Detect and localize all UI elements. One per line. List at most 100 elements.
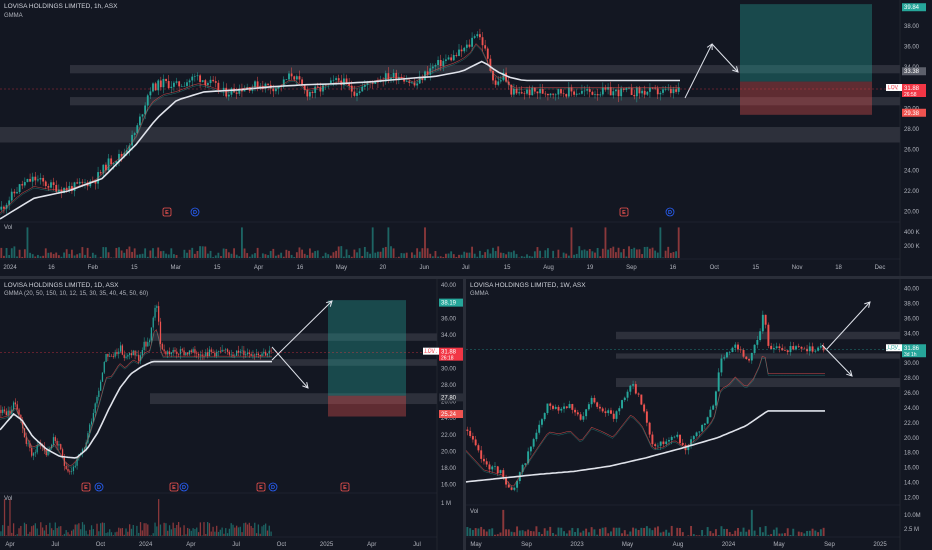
candle-body <box>679 434 681 443</box>
candle-body <box>61 449 64 458</box>
volume-bar <box>311 252 314 258</box>
pane-divider-vertical[interactable] <box>463 279 466 550</box>
candle-body <box>144 105 147 115</box>
volume-bar <box>101 522 104 536</box>
time-tick-label: May <box>336 265 347 271</box>
volume-bar <box>756 535 759 536</box>
candle-body <box>554 406 557 409</box>
volume-bar <box>13 246 16 258</box>
candle-body <box>670 436 673 441</box>
candle-body <box>139 355 142 361</box>
volume-bar <box>118 247 120 258</box>
volume-bar <box>232 524 234 536</box>
candle-body <box>535 432 538 440</box>
volume-bar <box>628 246 630 258</box>
volume-bar <box>57 255 60 258</box>
volume-bar <box>596 534 599 536</box>
volume-bar <box>52 530 55 536</box>
candle-body <box>421 76 424 81</box>
candle-body <box>180 85 183 87</box>
candle-body <box>230 354 232 356</box>
candle-body <box>578 93 581 95</box>
volume-bar <box>651 247 654 258</box>
volume-bar <box>554 534 557 536</box>
volume-bar <box>552 250 555 258</box>
volume-bar <box>86 247 89 258</box>
candle-body <box>413 82 416 86</box>
volume-bar <box>36 528 38 536</box>
volume-bar <box>324 252 327 258</box>
candle-body <box>473 36 476 38</box>
candle-body <box>494 466 496 467</box>
volume-bar <box>41 527 44 536</box>
volume-bar <box>687 535 690 536</box>
volume-bar <box>505 529 508 536</box>
volume-bar <box>599 256 602 258</box>
weekly-chart-pane[interactable]: LOVISA HOLDINGS LIMITED, 1W, ASX GMMA Vo… <box>465 279 926 550</box>
volume-bar <box>168 525 171 536</box>
candle-body <box>204 80 207 85</box>
volume-bar <box>612 246 615 258</box>
candle-body <box>49 448 51 451</box>
volume-bar <box>314 251 317 258</box>
candle-body <box>665 441 668 445</box>
price-tick-label: 18.00 <box>904 451 920 457</box>
volume-bar <box>210 531 212 536</box>
candle-body <box>562 93 565 95</box>
pane-divider[interactable] <box>0 276 932 279</box>
volume-bar <box>340 246 343 258</box>
hourly-chart-pane[interactable]: E D E D LOVISA HOLDINGS LIMITED, 1h, ASX GM… <box>0 0 926 276</box>
volume-bar <box>217 252 220 258</box>
earnings-badge <box>162 207 172 217</box>
support-resistance-zone <box>150 333 437 341</box>
volume-bar <box>120 250 123 258</box>
candle-body <box>246 352 249 355</box>
candle-body <box>161 343 163 350</box>
volume-bar <box>695 535 698 536</box>
gmma-short-line <box>465 356 825 486</box>
weekly-time-axis[interactable]: May Sep 2023 May Aug 2024 May Sep 2025 <box>470 542 887 548</box>
candle-body <box>199 354 202 356</box>
weekly-price-axis[interactable]: 12.00 14.00 16.00 18.00 20.00 22.00 24.00 26.00… <box>904 286 920 501</box>
volume-bar <box>562 252 565 258</box>
volume-bar <box>183 525 185 536</box>
volume-bar <box>149 250 152 258</box>
volume-bar <box>447 253 450 258</box>
volume-bar <box>817 532 820 536</box>
price-tick-label: 40.00 <box>904 286 920 292</box>
candle-body <box>21 184 24 186</box>
volume-bar <box>648 528 651 536</box>
candle-body <box>442 60 445 67</box>
gmma-long-line <box>465 410 825 483</box>
candle-body <box>714 391 717 406</box>
price-tick-label: 30.00 <box>904 361 920 367</box>
candle-body <box>243 350 245 356</box>
volume-bar <box>47 252 50 258</box>
dividend-badge <box>268 482 278 492</box>
candle-body <box>481 37 484 46</box>
candle-body <box>123 354 125 358</box>
candle-body <box>25 437 27 444</box>
volume-bar <box>748 529 751 536</box>
candle-body <box>246 87 249 90</box>
volume-bar <box>714 529 717 536</box>
price-tick-label: 38.00 <box>904 301 920 307</box>
volume-bar <box>181 535 183 536</box>
volume-bar <box>617 247 620 258</box>
candle-body <box>424 71 426 81</box>
candle-body <box>612 91 615 96</box>
candle-body <box>191 76 194 81</box>
candle-body <box>637 393 640 395</box>
candle-body <box>482 458 485 462</box>
candle-body <box>594 94 596 95</box>
volume-bar <box>474 528 477 536</box>
candle-body <box>96 396 98 404</box>
volume-bar <box>583 249 586 258</box>
top-time-axis[interactable]: 2024 16 Feb 15 Mar 15 Apr 16 May 20 Jun Jul 15 Aug 19 S… <box>3 265 885 271</box>
daily-time-axis[interactable]: Apr Jul Oct 2024 Apr Jul Oct 2025 Apr Jul <box>5 542 421 548</box>
volume-bar <box>31 526 33 536</box>
candle-body <box>221 349 223 352</box>
volume-bar <box>179 527 182 536</box>
